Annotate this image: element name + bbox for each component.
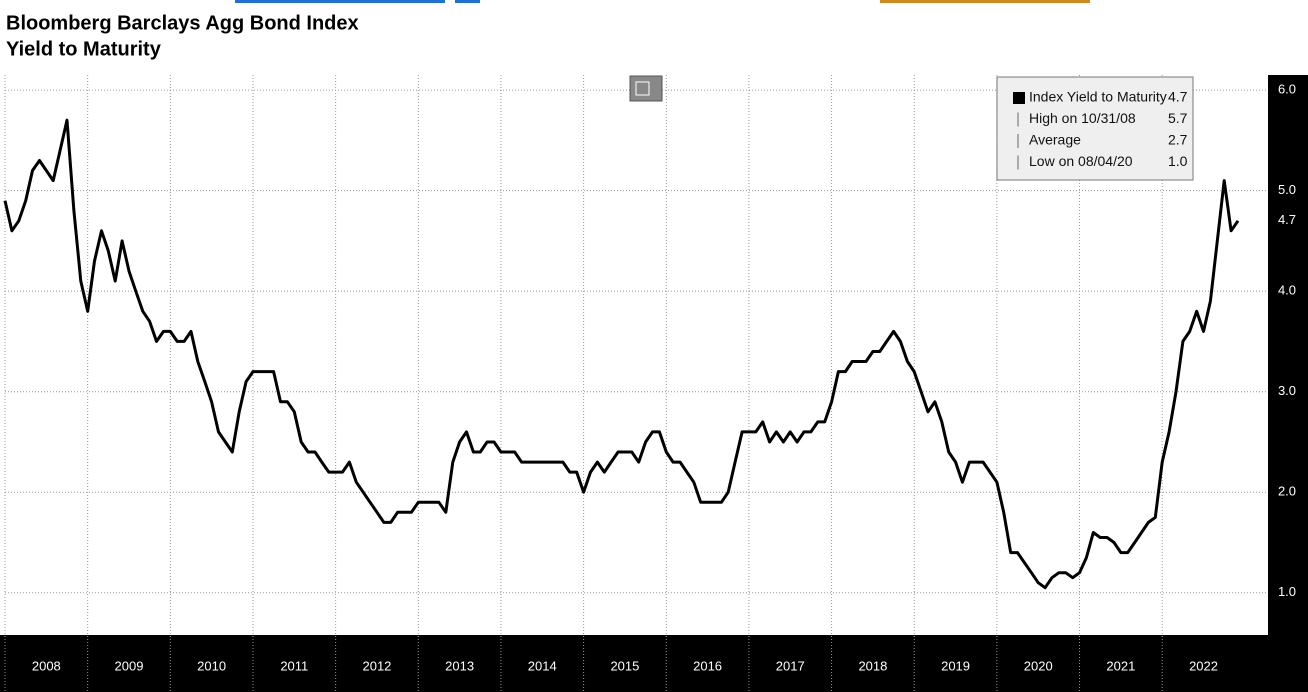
x-tick-label: 2020 xyxy=(1024,658,1053,673)
legend-box xyxy=(996,76,1194,181)
legend-swatch xyxy=(1013,92,1025,104)
x-tick-label: 2008 xyxy=(32,658,61,673)
x-axis-band xyxy=(0,635,1308,692)
x-tick-label: 2016 xyxy=(693,658,722,673)
x-tick-label: 2019 xyxy=(941,658,970,673)
x-tick-label: 2011 xyxy=(280,658,308,673)
legend-value: 5.7 xyxy=(1168,110,1188,126)
legend-label: Low on 08/04/20 xyxy=(1029,153,1133,169)
x-tick-label: 2021 xyxy=(1106,658,1135,673)
legend-value: 4.7 xyxy=(1168,89,1188,105)
x-tick-label: 2012 xyxy=(362,658,391,673)
legend-label: Index Yield to Maturity xyxy=(1029,89,1167,105)
x-tick-label: 2010 xyxy=(197,658,226,673)
y-tick-label: 3.0 xyxy=(1278,383,1296,398)
x-tick-label: 2022 xyxy=(1189,658,1218,673)
y-tick-label: 6.0 xyxy=(1278,82,1296,97)
toolbar-icon[interactable] xyxy=(629,75,663,102)
x-tick-label: 2013 xyxy=(445,658,474,673)
y-axis-band xyxy=(1268,75,1308,692)
x-tick-label: 2018 xyxy=(858,658,887,673)
top-strip xyxy=(880,0,1090,3)
y-tick-label: 1.0 xyxy=(1278,584,1296,599)
chart-subtitle: Yield to Maturity xyxy=(6,38,162,60)
y-tick-label: 5.0 xyxy=(1278,182,1296,197)
x-tick-label: 2015 xyxy=(610,658,639,673)
x-tick-label: 2009 xyxy=(115,658,144,673)
x-tick-label: 2017 xyxy=(776,658,805,673)
chart-title: Bloomberg Barclays Agg Bond Index xyxy=(6,12,359,34)
top-strip xyxy=(455,0,480,3)
legend-value: 1.0 xyxy=(1168,153,1188,169)
last-value-label: 4.7 xyxy=(1278,212,1296,227)
y-tick-label: 2.0 xyxy=(1278,484,1296,499)
checkbox-icon xyxy=(635,81,650,96)
x-tick-label: 2014 xyxy=(528,658,557,673)
legend-label: High on 10/31/08 xyxy=(1029,110,1136,126)
legend-label: Average xyxy=(1029,132,1081,148)
y-tick-label: 4.0 xyxy=(1278,283,1296,298)
top-strip xyxy=(235,0,445,3)
data-line xyxy=(3,118,1240,590)
legend-value: 2.7 xyxy=(1168,132,1188,148)
